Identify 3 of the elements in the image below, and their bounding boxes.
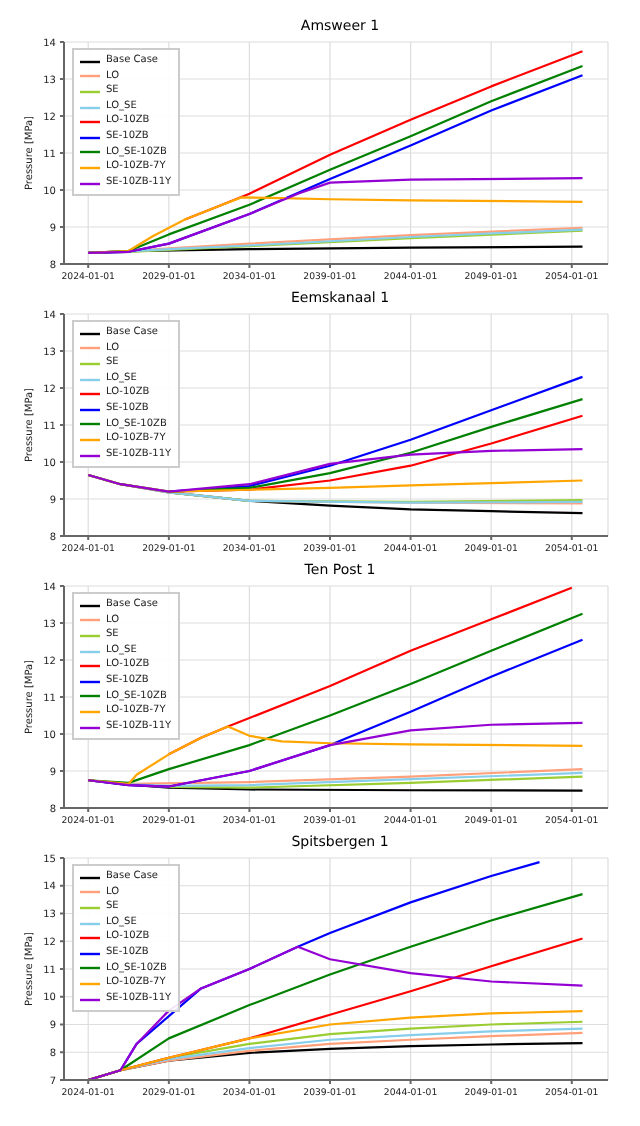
line-series: [87, 612, 584, 784]
line-series: [87, 177, 584, 254]
line-series: [87, 447, 584, 493]
